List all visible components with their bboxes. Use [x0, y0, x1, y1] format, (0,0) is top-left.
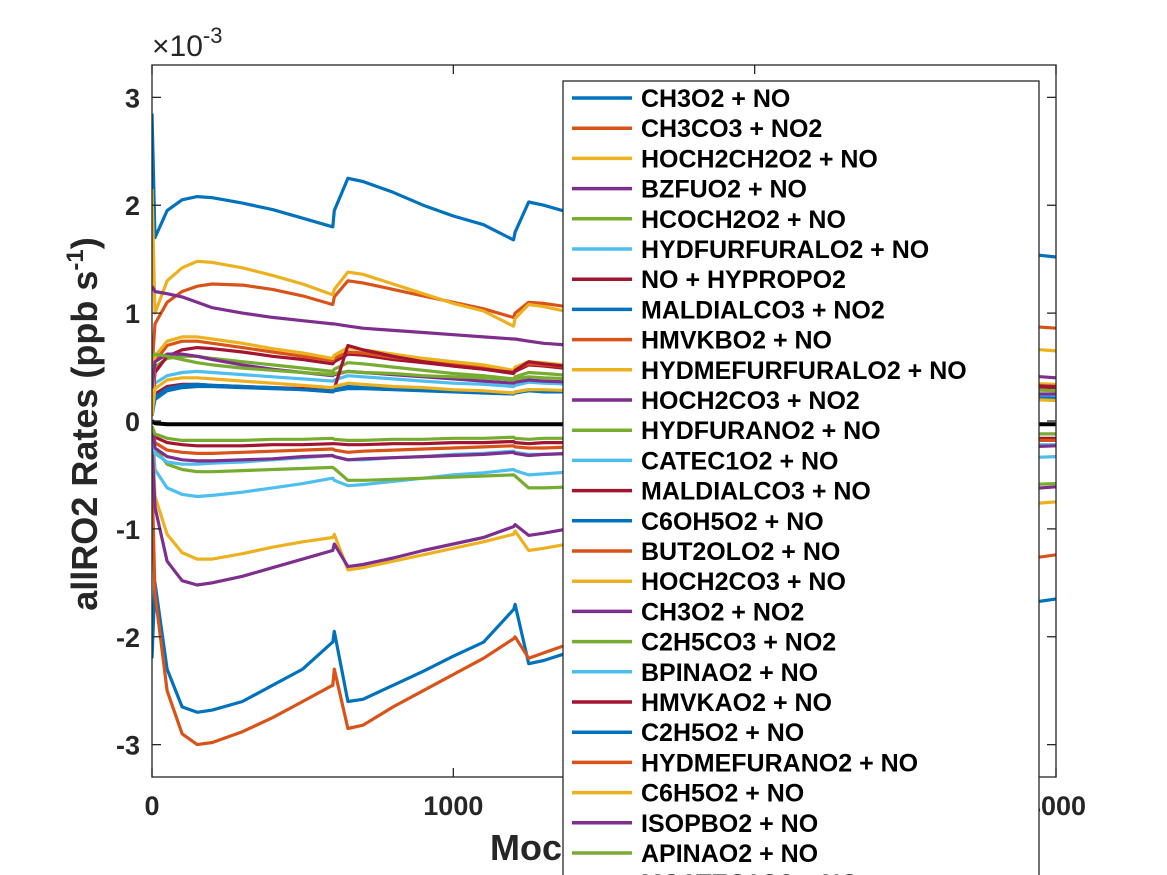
legend-label-8: HMVKBO2 + NO [641, 327, 832, 355]
legend-label-1: CH3CO3 + NO2 [641, 115, 822, 143]
legend-label-4: HCOCH2O2 + NO [641, 206, 846, 234]
legend-label-25: APINAO2 + NO [641, 840, 818, 868]
legend-label-22: HYDMEFURANO2 + NO [641, 749, 918, 777]
y-tick-label-6: 3 [125, 83, 140, 113]
x-tick-label-1: 1000 [423, 791, 483, 821]
legend-label-9: HYDMEFURFURALO2 + NO [641, 357, 967, 385]
legend-label-6: NO + HYPROPO2 [641, 266, 846, 294]
legend-label-26: MCATEC1O2 + NO [641, 870, 859, 875]
legend-label-17: CH3O2 + NO2 [641, 598, 804, 626]
legend-label-19: BPINAO2 + NO [641, 659, 818, 687]
y-tick-label-3: 0 [125, 407, 140, 437]
y-axis-label-close: ) [64, 237, 105, 249]
y-axis-label: allRO2 Rates (ppb s-1) [62, 237, 105, 610]
legend-box [562, 80, 1040, 875]
legend-label-13: MALDIALCO3 + NO [641, 478, 871, 506]
y-axis-label-superscript: -1 [62, 249, 89, 270]
legend-label-11: HYDFURANO2 + NO [641, 417, 881, 445]
y-scale-exponent: -3 [203, 23, 223, 48]
y-tick-label-4: 1 [125, 299, 140, 329]
legend-label-16: HOCH2CO3 + NO [641, 568, 846, 596]
legend-label-3: BZFUO2 + NO [641, 176, 807, 204]
legend-label-12: CATEC1O2 + NO [641, 447, 839, 475]
y-scale-multiplier: ×10-3 [152, 23, 222, 63]
legend-label-5: HYDFURFURALO2 + NO [641, 236, 929, 264]
y-tick-label-2: -1 [116, 515, 140, 545]
legend-label-24: ISOPBO2 + NO [641, 810, 818, 838]
y-tick-label-0: -3 [116, 731, 140, 761]
legend-label-2: HOCH2CH2O2 + NO [641, 145, 878, 173]
legend-label-23: C6H5O2 + NO [641, 780, 804, 808]
legend-label-15: BUT2OLO2 + NO [641, 538, 840, 566]
x-axis-label: Moc [490, 827, 562, 868]
y-tick-label-1: -2 [116, 623, 140, 653]
legend-label-0: CH3O2 + NO [641, 85, 790, 113]
legend-label-20: HMVKAO2 + NO [641, 689, 832, 717]
legend-label-14: C6OH5O2 + NO [641, 508, 824, 536]
legend-label-7: MALDIALCO3 + NO2 [641, 296, 885, 324]
x-tick-label-0: 0 [144, 791, 159, 821]
y-tick-label-5: 2 [125, 191, 140, 221]
legend-label-21: C2H5O2 + NO [641, 719, 804, 747]
legend-label-10: HOCH2CO3 + NO2 [641, 387, 860, 415]
legend-label-18: C2H5CO3 + NO2 [641, 629, 836, 657]
